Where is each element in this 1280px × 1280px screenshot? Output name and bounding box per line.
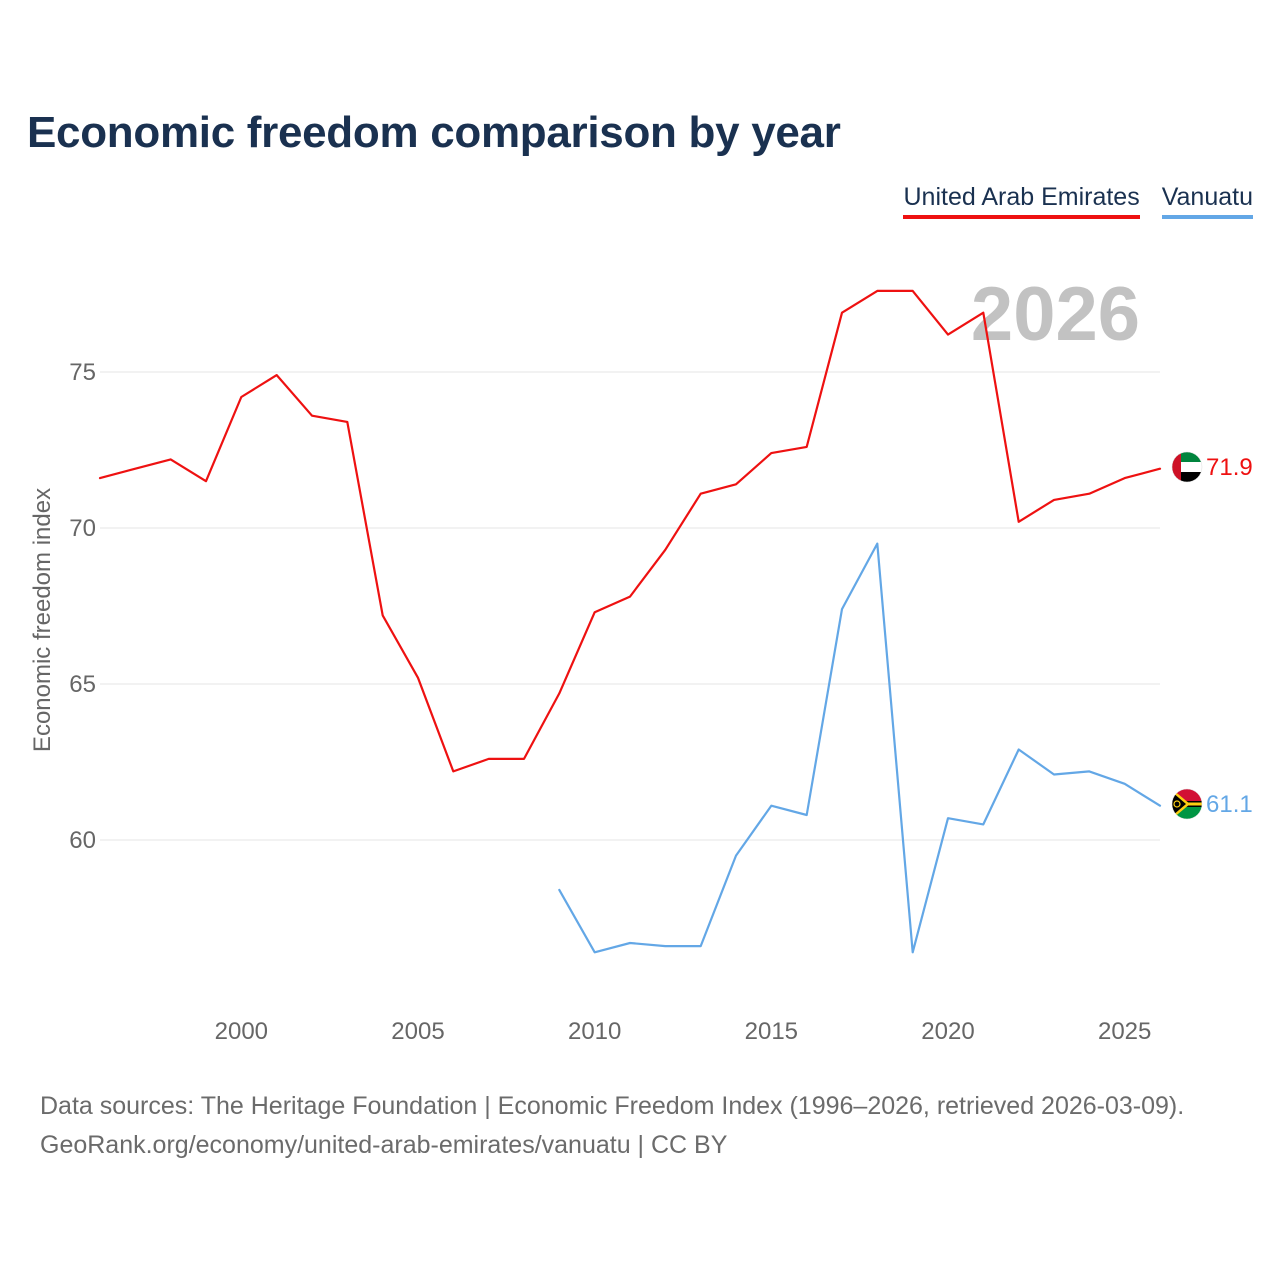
x-tick-label: 2000: [215, 1018, 268, 1045]
y-tick-label: 65: [69, 671, 96, 698]
vanuatu-end-value: 61.1: [1206, 791, 1253, 818]
y-tick-label: 70: [69, 515, 96, 542]
source-url-text: GeoRank.org/economy/united-arab-emirates…: [40, 1131, 728, 1159]
y-tick-label: 75: [69, 359, 96, 386]
vanuatu-flag-icon: [1172, 789, 1202, 819]
legend-item-vanuatu[interactable]: Vanuatu: [1161, 183, 1253, 219]
x-tick-label: 2015: [745, 1018, 798, 1045]
year-watermark: 2026: [971, 272, 1140, 357]
x-tick-label: 2010: [568, 1018, 621, 1045]
x-axis-ticks: 2000 2005 2010 2015 2020 2025: [215, 1018, 1152, 1045]
footer: Data sources: The Heritage Foundation | …: [40, 1087, 1184, 1165]
legend: United Arab Emirates Vanuatu: [903, 183, 1253, 219]
y-tick-label: 60: [69, 827, 96, 854]
legend-item-uae[interactable]: United Arab Emirates: [903, 183, 1140, 219]
uae-flag-icon: [1172, 452, 1202, 482]
series-lines: [98, 289, 1162, 954]
x-tick-label: 2025: [1098, 1018, 1151, 1045]
x-tick-label: 2005: [391, 1018, 444, 1045]
y-axis-label: Economic freedom index: [29, 488, 56, 752]
uae-end-value: 71.9: [1206, 454, 1253, 481]
y-axis-ticks: 60 65 70 75: [69, 359, 96, 854]
series-line-vanuatu[interactable]: [558, 542, 1162, 954]
series-line-uae[interactable]: [98, 289, 1162, 773]
chart-title: Economic freedom comparison by year: [27, 108, 841, 157]
gridlines: [100, 371, 1160, 841]
data-sources-text: Data sources: The Heritage Foundation | …: [40, 1092, 1185, 1120]
x-tick-label: 2020: [921, 1018, 974, 1045]
